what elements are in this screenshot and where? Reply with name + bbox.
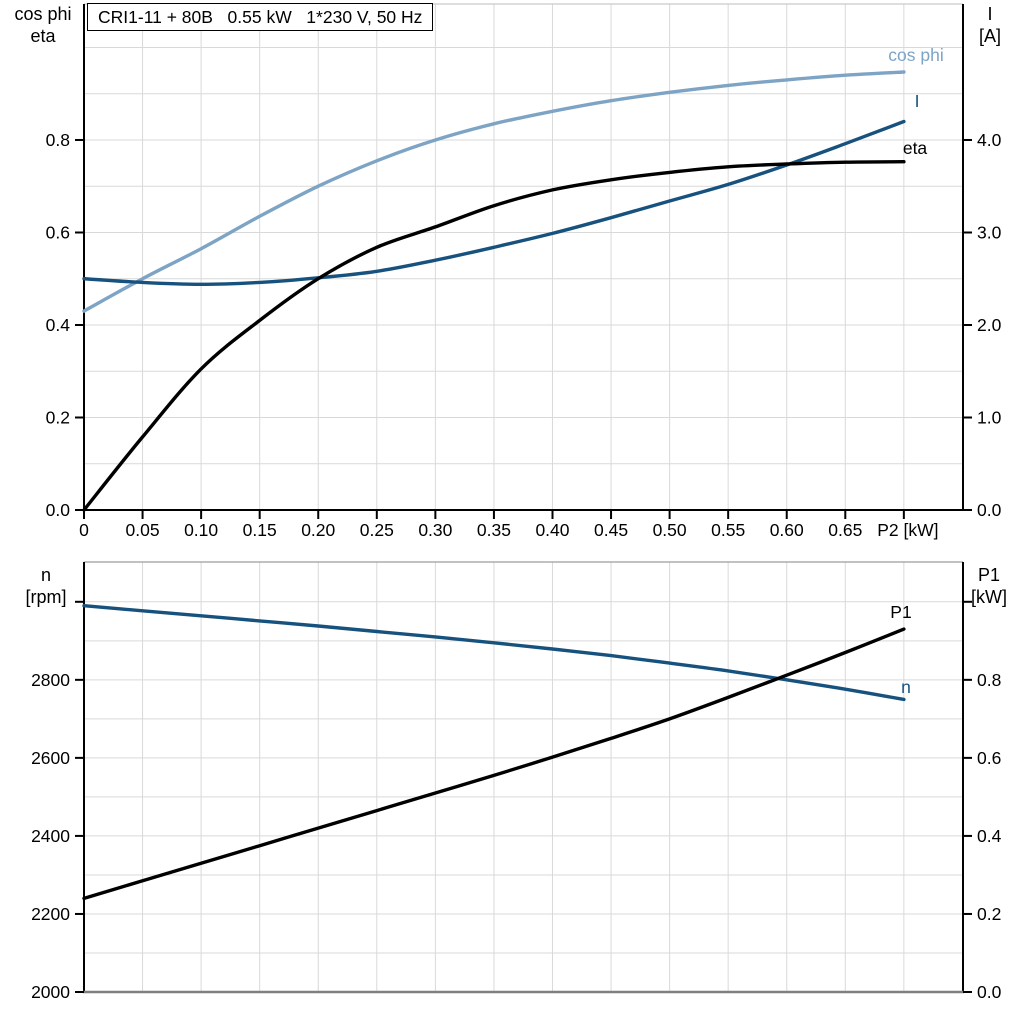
svg-text:0.60: 0.60	[770, 520, 804, 540]
chart-title-box: CRI1-11 + 80B 0.55 kW 1*230 V, 50 Hz	[87, 3, 434, 31]
svg-text:0.20: 0.20	[301, 520, 335, 540]
axis-title-cos-phi: cos phi	[14, 4, 72, 24]
svg-text:2200: 2200	[31, 904, 70, 924]
curve-label-speed: n	[901, 677, 911, 697]
svg-text:0.0: 0.0	[977, 982, 1002, 1002]
svg-text:0.4: 0.4	[977, 826, 1002, 846]
axis-title-current: I	[987, 4, 993, 24]
svg-text:2600: 2600	[31, 748, 70, 768]
svg-text:2400: 2400	[31, 826, 70, 846]
axis-title-rpm-unit: [rpm]	[25, 587, 67, 607]
lower-right-axis-title: P1 [kW]	[958, 564, 1020, 608]
svg-text:0.65: 0.65	[828, 520, 862, 540]
curve-label-cos-phi: cos phi	[888, 45, 944, 65]
svg-text:4.0: 4.0	[977, 130, 1002, 150]
svg-text:0.25: 0.25	[360, 520, 394, 540]
axis-title-kw-unit: [kW]	[971, 587, 1007, 607]
curve-label-current: I	[914, 91, 920, 111]
upper-left-axis-title: cos phi eta	[2, 3, 84, 47]
svg-text:0.6: 0.6	[977, 748, 1001, 768]
svg-text:0.50: 0.50	[653, 520, 687, 540]
svg-text:1.0: 1.0	[977, 407, 1002, 427]
svg-text:0.55: 0.55	[711, 520, 745, 540]
svg-text:0.4: 0.4	[46, 315, 71, 335]
svg-text:0.2: 0.2	[977, 904, 1001, 924]
lower-left-axis-title: n [rpm]	[8, 564, 84, 608]
axis-title-p1: P1	[977, 565, 1001, 585]
svg-text:0.30: 0.30	[418, 520, 452, 540]
svg-text:0.0: 0.0	[46, 500, 71, 520]
svg-text:0.40: 0.40	[535, 520, 569, 540]
svg-text:0.45: 0.45	[594, 520, 628, 540]
svg-text:3.0: 3.0	[977, 222, 1002, 242]
svg-text:0.10: 0.10	[184, 520, 218, 540]
svg-text:0.0: 0.0	[977, 500, 1002, 520]
svg-text:0.6: 0.6	[46, 222, 70, 242]
svg-text:2800: 2800	[31, 670, 70, 690]
svg-text:2000: 2000	[31, 982, 70, 1002]
svg-text:0.8: 0.8	[46, 130, 70, 150]
svg-text:0.2: 0.2	[46, 407, 70, 427]
axis-title-eta: eta	[30, 26, 56, 46]
svg-text:0.05: 0.05	[126, 520, 160, 540]
axis-title-speed: n	[40, 565, 51, 585]
svg-text:0.15: 0.15	[243, 520, 277, 540]
axis-title-ampere-unit: [A]	[978, 26, 1001, 46]
curve-label-p1: P1	[890, 602, 912, 622]
svg-text:P2 [kW]: P2 [kW]	[877, 520, 938, 540]
svg-text:0: 0	[79, 520, 89, 540]
upper-right-axis-title: I [A]	[962, 3, 1018, 47]
svg-text:2.0: 2.0	[977, 315, 1002, 335]
curve-label-eta: eta	[902, 138, 928, 158]
svg-text:0.35: 0.35	[477, 520, 511, 540]
svg-text:0.8: 0.8	[977, 670, 1001, 690]
